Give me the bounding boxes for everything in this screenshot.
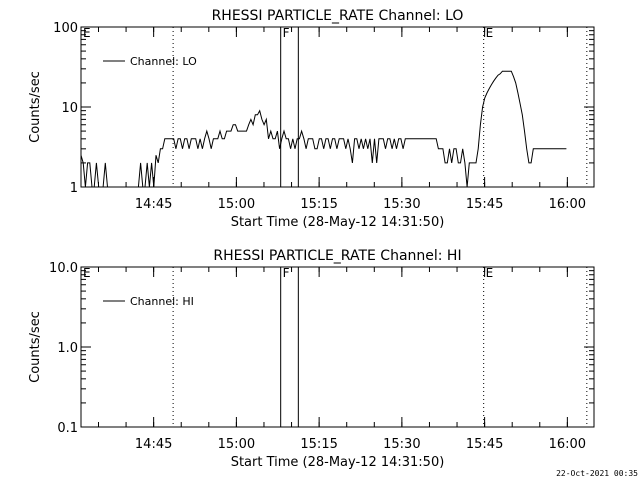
x-tick-label: 15:15	[300, 197, 337, 212]
x-tick-label: 15:30	[383, 197, 420, 212]
event-marker-label: E	[486, 266, 494, 280]
y-axis-label: Counts/sec	[28, 71, 43, 143]
plot-frame	[80, 266, 595, 428]
x-tick-label: 14:45	[135, 197, 172, 212]
y-tick-label: 1.0	[57, 341, 78, 356]
legend-label: Channel: LO	[130, 55, 197, 68]
panel-1	[80, 26, 595, 188]
x-tick-label: 15:00	[218, 437, 255, 452]
x-tick-label: 15:30	[383, 437, 420, 452]
event-marker-label: F	[283, 266, 290, 280]
event-marker-label: E	[83, 266, 91, 280]
y-tick-label: 10	[61, 101, 78, 116]
y-tick-label: 100	[53, 21, 78, 36]
event-marker-label: E	[83, 26, 91, 40]
plot-timestamp: 22-Oct-2021 00:35	[556, 469, 638, 478]
x-tick-label: 14:45	[135, 437, 172, 452]
x-axis-label: Start Time (28-May-12 14:31:50)	[231, 215, 445, 230]
chart-title: RHESSI PARTICLE_RATE Channel: LO	[212, 8, 464, 24]
panel-2	[80, 266, 595, 428]
x-tick-label: 16:00	[549, 197, 586, 212]
x-axis-label: Start Time (28-May-12 14:31:50)	[231, 455, 445, 470]
legend-label: Channel: HI	[130, 295, 194, 308]
event-marker-label: F	[283, 26, 290, 40]
y-axis-label: Counts/sec	[28, 311, 43, 383]
x-tick-label: 15:45	[466, 437, 503, 452]
y-tick-label: 10.0	[49, 261, 78, 276]
event-marker-label: E	[486, 26, 494, 40]
x-tick-label: 15:45	[466, 197, 503, 212]
y-tick-label: 1	[70, 181, 78, 196]
x-tick-label: 16:00	[549, 437, 586, 452]
x-tick-label: 15:15	[300, 437, 337, 452]
chart-title: RHESSI PARTICLE_RATE Channel: HI	[213, 248, 461, 264]
y-tick-label: 0.1	[57, 421, 78, 436]
x-tick-label: 15:00	[218, 197, 255, 212]
series-line	[80, 70, 567, 188]
